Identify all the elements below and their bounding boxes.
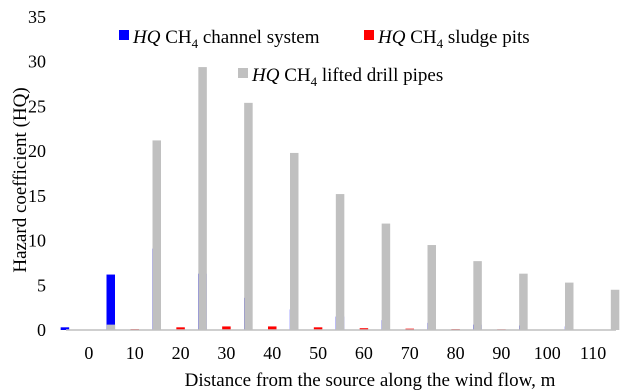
bar-series-3-cat-100 [565,282,574,330]
y-axis-tick-labels: 0 5 10 15 20 25 30 35 [28,7,46,340]
y-tick-label: 30 [28,52,46,72]
bar-series-3-cat-80 [473,261,482,330]
bar-series-3-cat-0 [106,324,116,330]
bar-series-1-cat-10 [106,274,115,330]
bar-series-3-cat-50 [335,194,345,330]
x-tick-label: 60 [355,343,373,363]
bar-series-3-cat-60 [381,223,391,330]
y-tick-label: 5 [37,275,46,295]
y-tick-label: 20 [28,141,46,161]
bar-series-2-cat-20 [176,327,185,330]
legend-swatch-3 [238,68,248,78]
y-tick-label: 35 [28,7,46,27]
x-tick-label: 70 [401,343,419,363]
bar-series-3-cat-30 [244,102,253,330]
x-axis-tick-labels: 0 10 20 30 40 50 60 70 80 90 100 110 [84,343,606,363]
bar-series-2-cat-30 [222,326,231,330]
y-tick-label: 15 [28,186,46,206]
x-tick-label: 90 [492,343,510,363]
bar-series-3-cat-90 [519,273,528,330]
x-tick-label: 0 [84,343,93,363]
legend-entry-3: HQ CH4 lifted drill pipes [251,65,443,89]
bar-series-3-cat-20 [198,67,207,330]
bar-marks [60,67,620,330]
x-tick-label: 110 [580,343,606,363]
bar-series-3-cat-40 [290,152,299,330]
bar-series-3-cat-10 [152,140,161,330]
x-tick-label: 80 [447,343,465,363]
bar-series-3-cat-70 [427,245,436,330]
y-axis-label: Hazard coefficient (HQ) [10,87,31,272]
legend: HQ CH4 channel system HQ CH4 sludge pits H… [119,27,530,89]
bar-series-3-cat-110 [610,289,620,330]
x-tick-label: 10 [126,343,144,363]
legend-swatch-1 [119,30,129,40]
x-tick-label: 20 [172,343,190,363]
x-tick-label: 30 [217,343,235,363]
bar-series-2-cat-40 [268,326,277,330]
legend-entry-2: HQ CH4 sludge pits [377,27,530,51]
y-tick-label: 10 [28,231,46,251]
bar-series-1-cat-0 [60,327,70,330]
y-tick-label: 0 [37,320,46,340]
x-tick-label: 50 [309,343,327,363]
legend-entry-1: HQ CH4 channel system [132,27,320,51]
x-axis-label: Distance from the source along the wind … [185,370,556,391]
x-tick-label: 100 [534,343,561,363]
y-tick-label: 25 [28,96,46,116]
bar-series-2-cat-60 [359,328,369,330]
bar-series-2-cat-50 [313,327,323,330]
x-tick-label: 40 [263,343,281,363]
legend-swatch-2 [364,30,374,40]
